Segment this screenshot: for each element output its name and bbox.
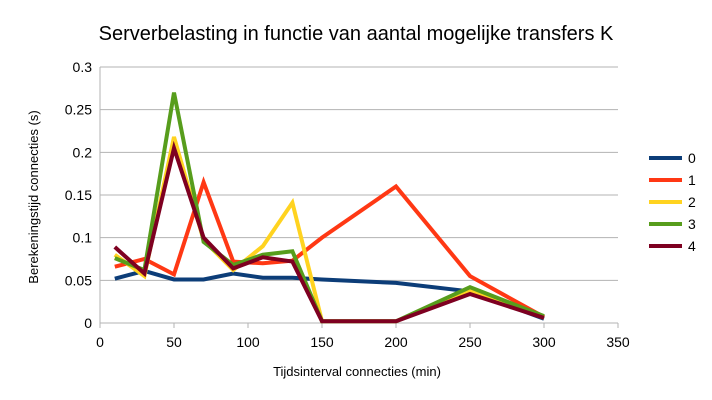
legend-label-0: 0 <box>688 150 696 166</box>
legend: 0 1 2 3 4 <box>649 150 696 254</box>
y-axis-label: Berekeningstijd connecties (s) <box>26 110 41 283</box>
x-tick-label: 200 <box>384 334 408 350</box>
x-tick-label: 0 <box>96 334 104 350</box>
x-tick-label: 100 <box>236 334 260 350</box>
series-line-4 <box>113 140 545 324</box>
series-line-1 <box>114 176 545 319</box>
series-line-3 <box>114 92 545 324</box>
chart-title: Serverbelasting in functie van aantal mo… <box>99 23 614 45</box>
legend-label-1: 1 <box>688 172 696 188</box>
y-tick-label: 0.15 <box>65 187 92 203</box>
y-tick-label: 0.1 <box>73 230 93 246</box>
x-tick-label: 300 <box>532 334 556 350</box>
legend-label-2: 2 <box>688 194 696 210</box>
y-tick-label: 0.25 <box>65 102 92 118</box>
y-tick-label: 0.3 <box>73 59 93 75</box>
x-tick-label: 50 <box>166 334 182 350</box>
y-tick-labels: 0 0.05 0.1 0.15 0.2 0.25 0.3 <box>65 59 92 331</box>
legend-label-4: 4 <box>688 238 696 254</box>
series-lines <box>113 92 545 324</box>
x-tick-label: 250 <box>458 334 482 350</box>
y-tick-label: 0.05 <box>65 272 92 288</box>
y-tick-label: 0.2 <box>73 144 93 160</box>
series-line-0 <box>114 268 545 321</box>
x-axis-label: Tijdsinterval connecties (min) <box>273 364 441 379</box>
x-tick-label: 150 <box>310 334 334 350</box>
x-tick-labels: 0 50 100 150 200 250 300 350 <box>96 323 630 350</box>
x-tick-label: 350 <box>606 334 630 350</box>
legend-label-3: 3 <box>688 216 696 232</box>
y-tick-label: 0 <box>84 315 92 331</box>
